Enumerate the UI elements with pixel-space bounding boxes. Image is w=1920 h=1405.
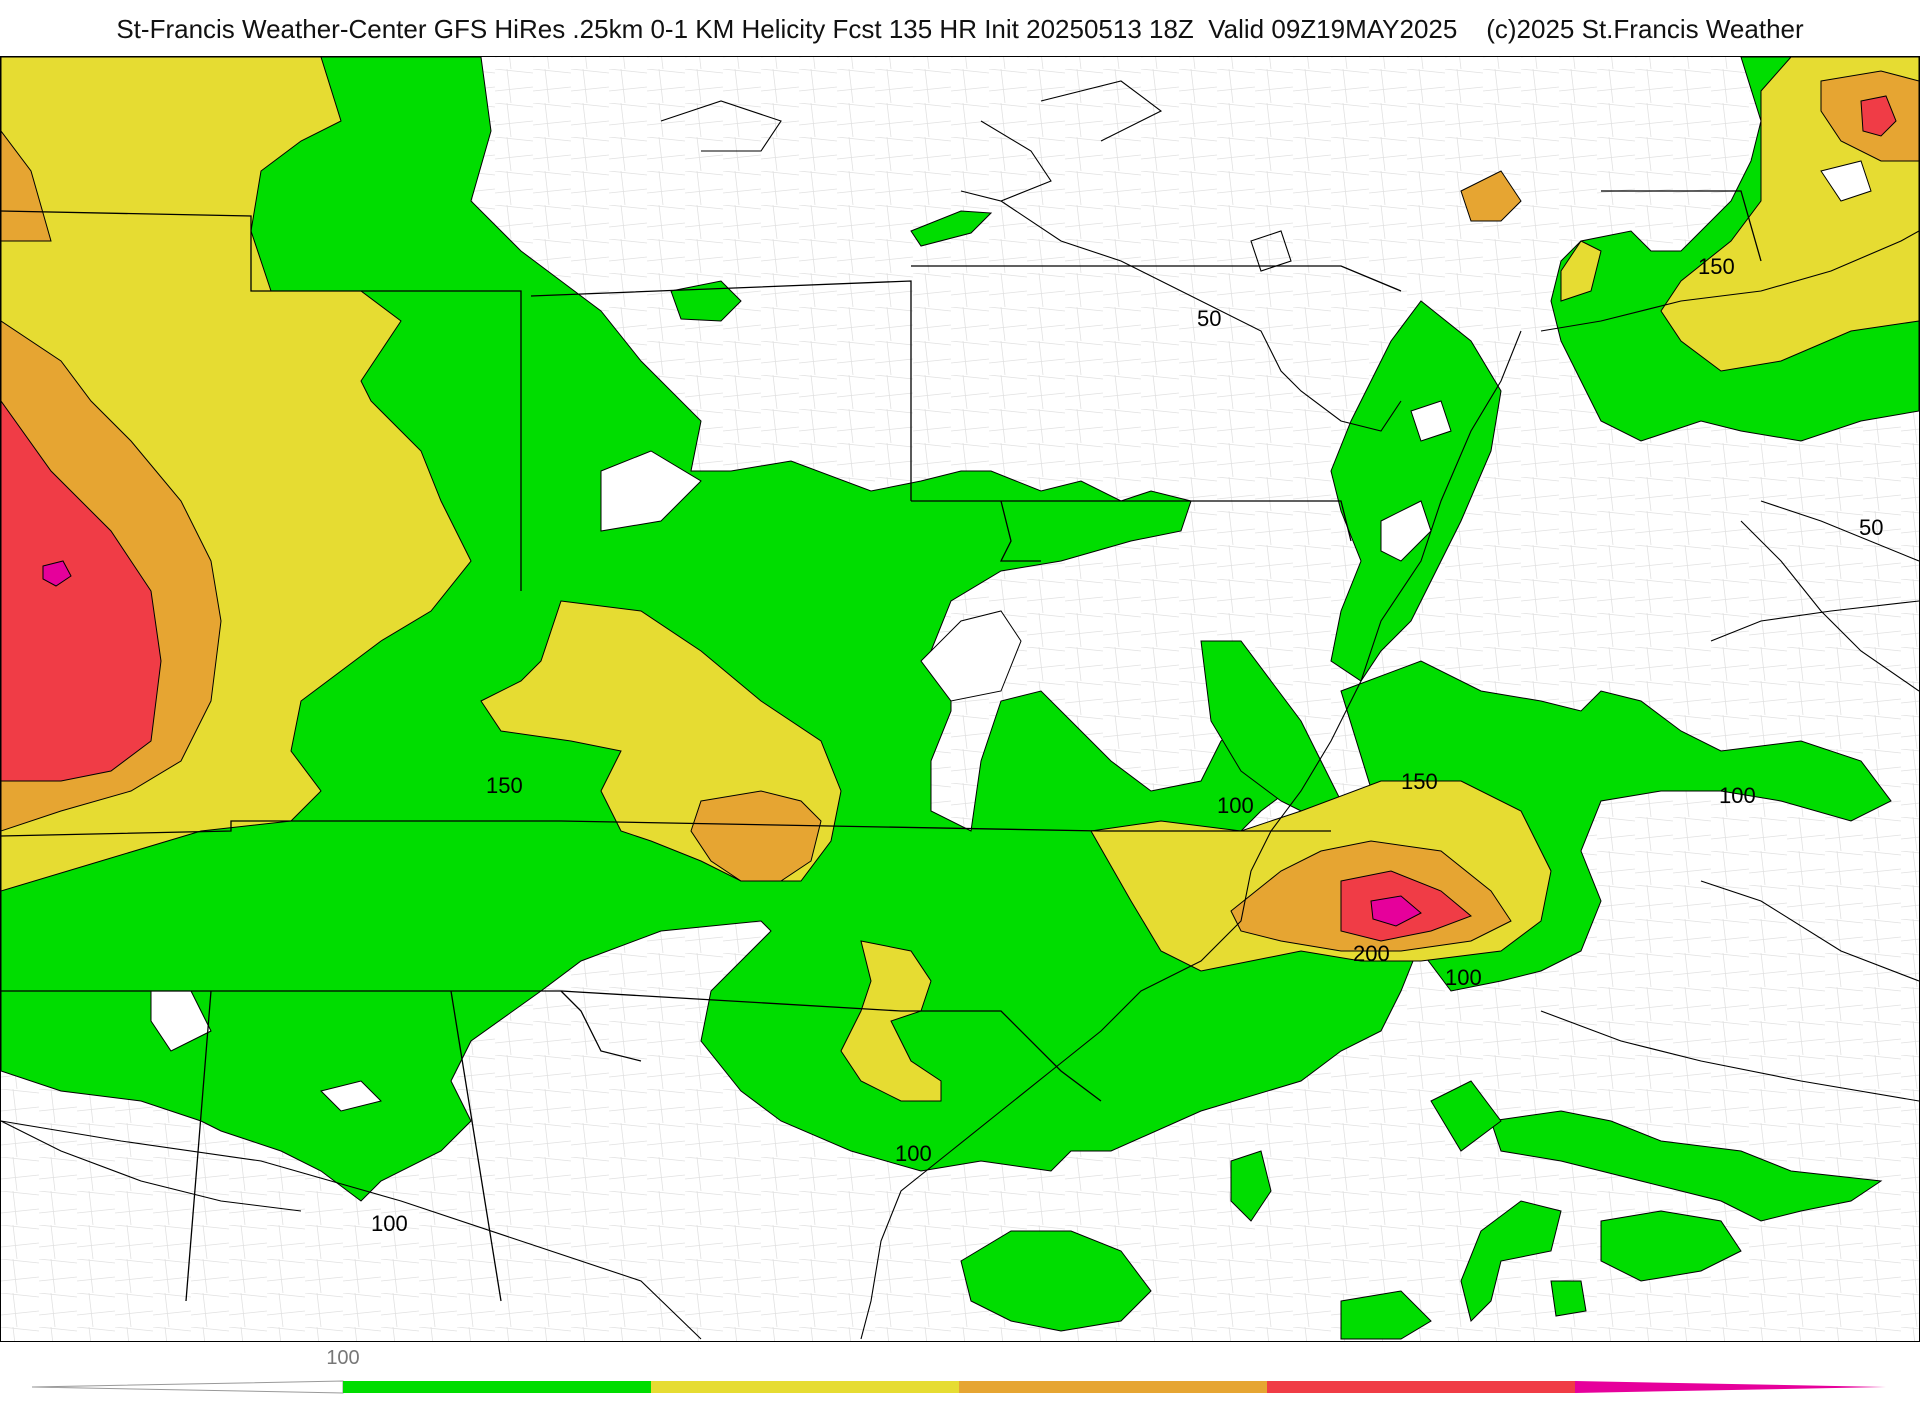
legend-bin-0-100: [31, 1380, 344, 1394]
color-legend: [0, 1340, 1920, 1400]
helicity-300plus-regions: [42, 560, 1422, 927]
legend-bin-300-plus: [1575, 1381, 1886, 1393]
coastlines: [1, 80, 1919, 1340]
contour-label: 100: [371, 1211, 408, 1236]
legend-bin-250-300: [1267, 1381, 1575, 1393]
contour-label: 100: [895, 1141, 932, 1166]
contour-label: 100: [1217, 793, 1254, 818]
legend-bin-150-200: [651, 1381, 959, 1393]
map-title: St-Francis Weather-Center GFS HiRes .25k…: [116, 14, 1804, 44]
contour-labels: 50 50 150 150 150 100 100 200 100 100 10…: [371, 254, 1883, 1236]
legend-tick-label: 100: [326, 1347, 360, 1369]
contour-label: 150: [486, 773, 523, 798]
helicity-below-100-holes: [150, 160, 1872, 1112]
contour-label: 50: [1197, 306, 1221, 331]
contour-label: 150: [1401, 769, 1438, 794]
contour-label: 150: [1698, 254, 1735, 279]
legend-bin-200-250: [959, 1381, 1267, 1393]
contour-label: 200: [1353, 941, 1390, 966]
contour-label: 100: [1445, 965, 1482, 990]
helicity-50-contours: [1, 200, 1919, 1212]
contour-label: 50: [1859, 515, 1883, 540]
legend-bin-100-150: [343, 1381, 651, 1393]
state-borders: [1, 190, 1762, 1302]
contour-label: 100: [1719, 783, 1756, 808]
helicity-map: 50 50 150 150 150 100 100 200 100 100 10…: [0, 56, 1920, 1342]
